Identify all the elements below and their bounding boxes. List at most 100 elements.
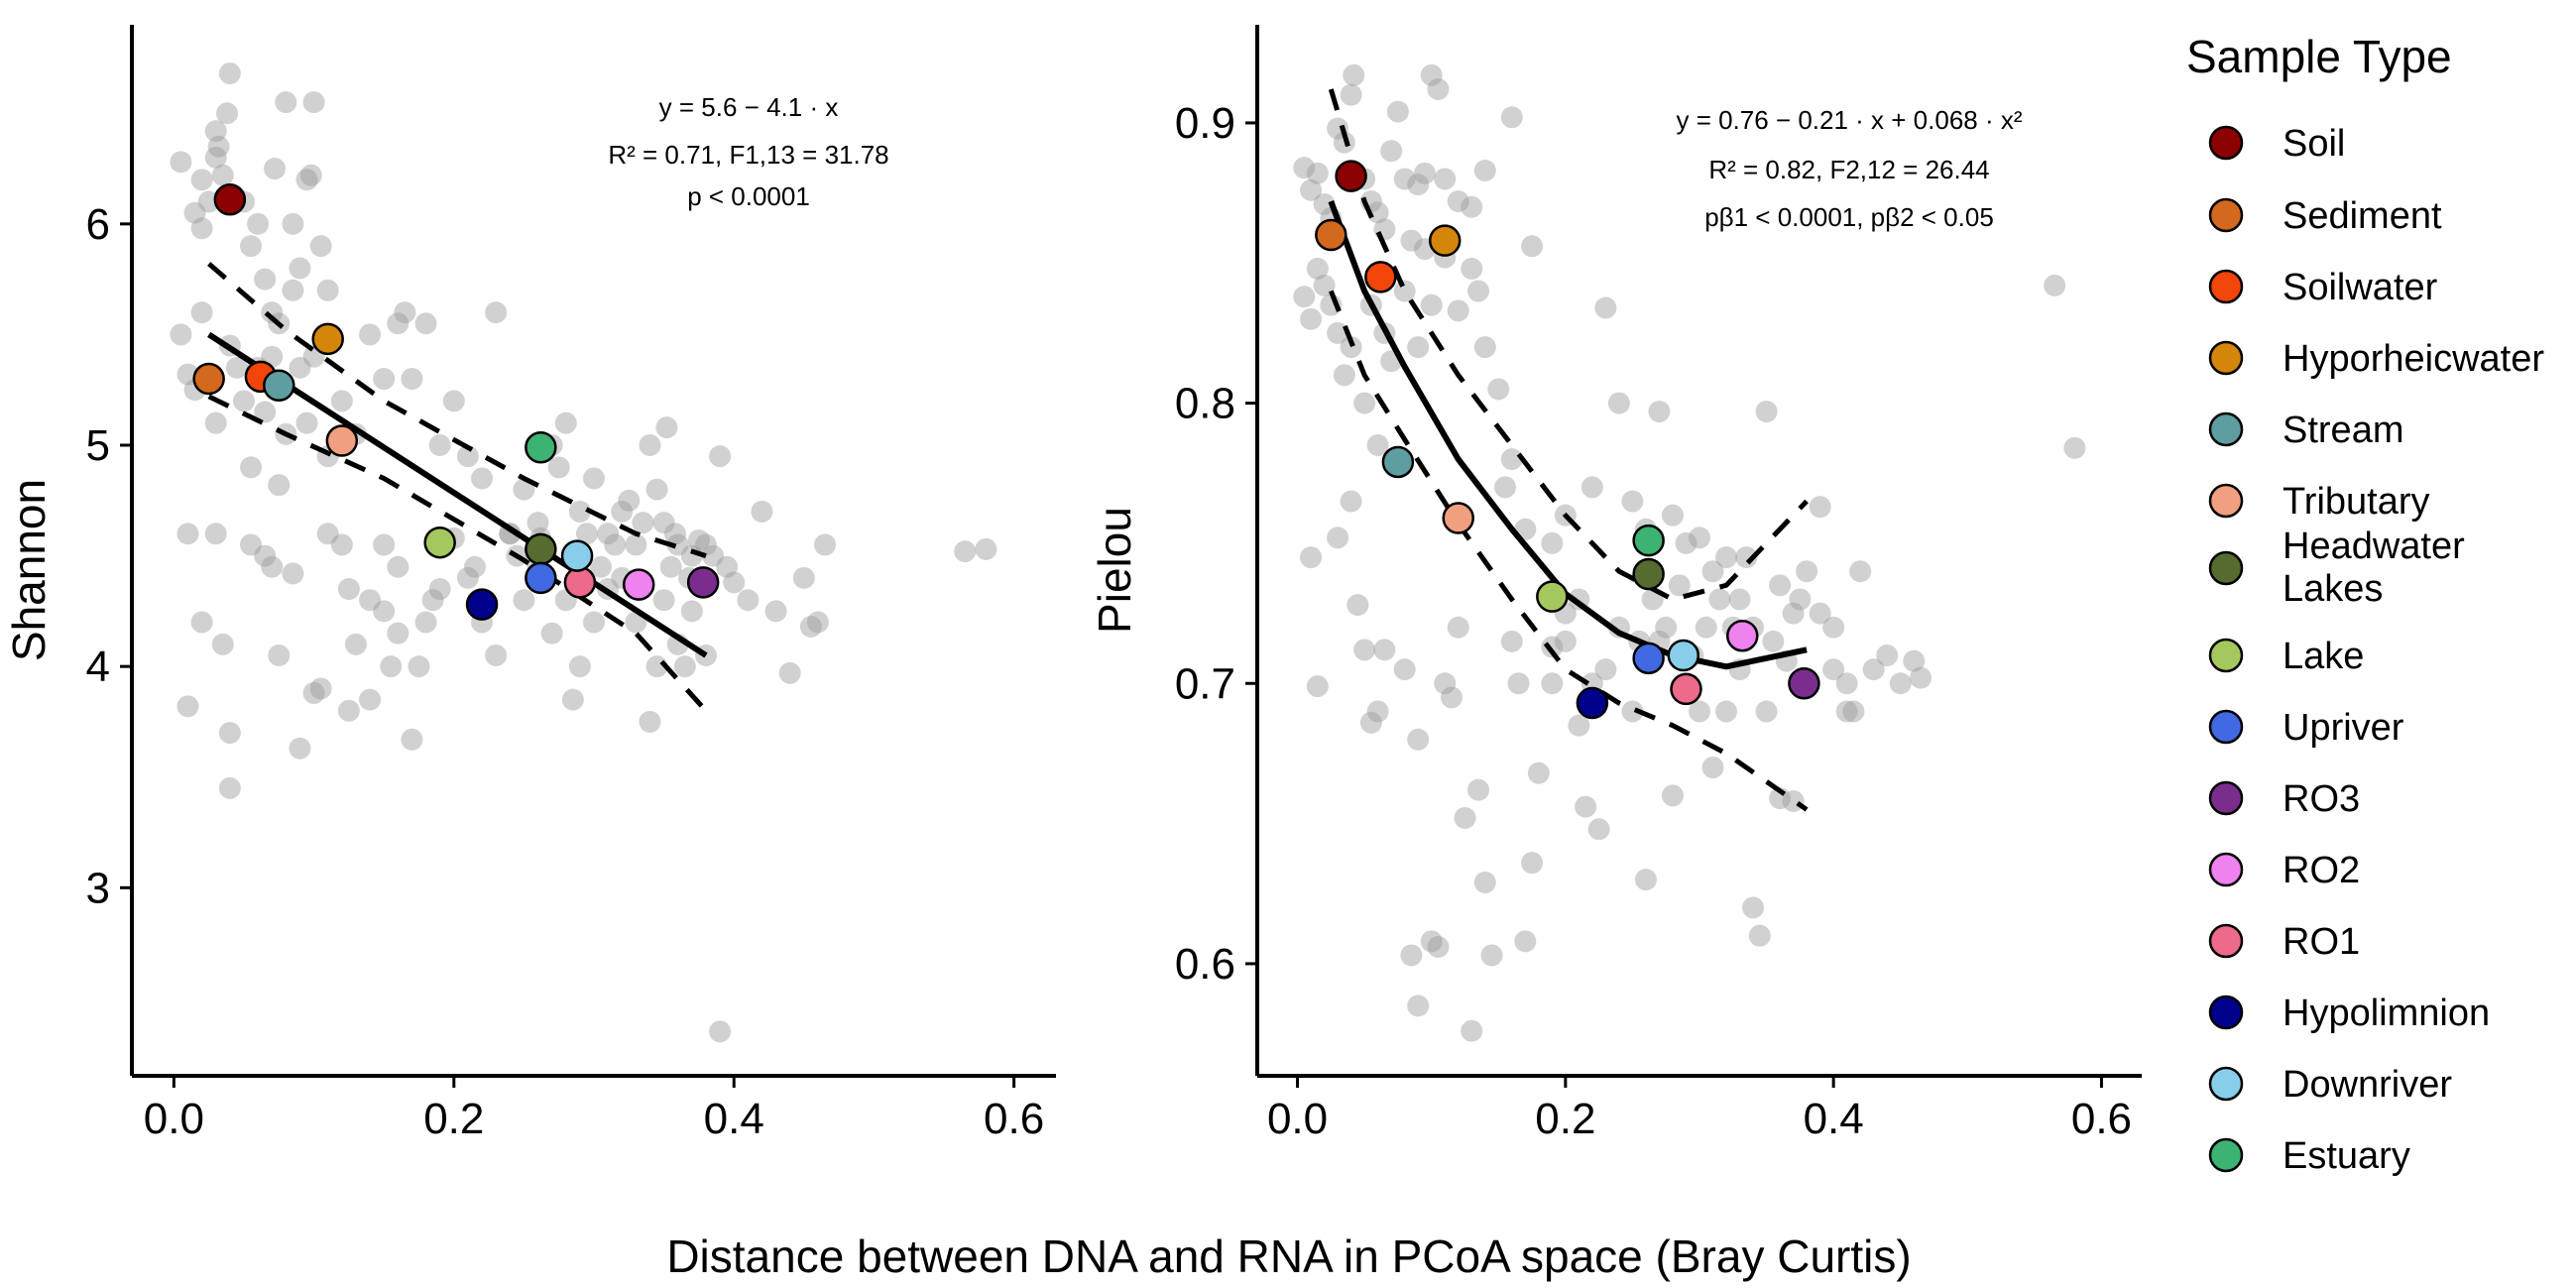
sample-point-hyporheicwater xyxy=(1428,224,1462,257)
sample-point-lake xyxy=(1536,580,1569,613)
background-point xyxy=(568,655,591,678)
legend-item: Upriver xyxy=(2208,707,2404,749)
background-point xyxy=(1675,531,1698,554)
background-point xyxy=(330,533,353,556)
legend-item: Soil xyxy=(2208,123,2345,165)
background-point xyxy=(1353,639,1376,661)
background-point xyxy=(337,578,360,601)
background-point xyxy=(1366,700,1389,723)
legend-item: Estuary xyxy=(2208,1135,2410,1177)
background-point xyxy=(1340,490,1362,513)
background-point xyxy=(1822,658,1845,681)
background-point xyxy=(737,589,760,612)
background-point xyxy=(1340,83,1362,106)
background-point xyxy=(1755,401,1778,423)
background-point xyxy=(1541,672,1564,695)
background-point xyxy=(337,699,360,722)
background-point xyxy=(709,445,732,468)
y-tick-label: 0.7 xyxy=(1175,659,1235,708)
y-axis-title: Pielou xyxy=(1089,507,1140,634)
sample-point-ro3 xyxy=(1788,667,1820,700)
sample-point-tributary xyxy=(325,424,359,457)
legend-label: RO2 xyxy=(2283,850,2360,891)
ci-upper-line xyxy=(1328,88,1809,603)
background-point xyxy=(1621,490,1644,513)
background-point xyxy=(639,434,661,456)
sample-point-hypolimnion xyxy=(465,588,499,621)
background-point xyxy=(218,722,241,745)
sample-point-ro2 xyxy=(622,568,655,601)
background-point xyxy=(652,589,675,612)
background-point xyxy=(421,589,444,612)
background-point xyxy=(1313,274,1336,296)
legend-item: Headwater Lakes xyxy=(2208,526,2465,610)
background-point xyxy=(1447,190,1469,213)
legend-label: Stream xyxy=(2283,410,2403,451)
background-point xyxy=(680,544,703,567)
background-point xyxy=(597,523,620,545)
legend-item: RO2 xyxy=(2208,850,2360,891)
equation-line1: y = 5.6 − 4.1 · x xyxy=(659,92,839,122)
background-point xyxy=(316,523,339,545)
legend-swatch xyxy=(2208,411,2244,447)
background-point xyxy=(170,151,192,174)
background-point xyxy=(309,235,332,258)
background-point xyxy=(207,135,230,158)
background-point xyxy=(1715,546,1738,569)
background-point xyxy=(1300,178,1323,201)
ci-lower-line xyxy=(207,394,708,713)
y-tick-label: 0.9 xyxy=(1175,99,1235,148)
background-point xyxy=(1500,106,1523,129)
sample-point-estuary xyxy=(525,430,557,464)
x-tick-label: 0.0 xyxy=(144,1095,204,1143)
background-point xyxy=(275,91,297,114)
background-point xyxy=(583,611,605,634)
sample-point-stream xyxy=(263,369,295,402)
legend-label: Hyporheicwater xyxy=(2283,338,2544,380)
background-point xyxy=(1393,658,1416,681)
background-point xyxy=(1541,636,1564,658)
background-point xyxy=(1427,935,1450,958)
background-point xyxy=(1500,630,1523,652)
background-point xyxy=(1400,944,1423,967)
background-point xyxy=(975,537,997,560)
background-point xyxy=(1822,616,1845,639)
legend-swatch xyxy=(2208,709,2244,745)
background-point xyxy=(218,776,241,799)
background-point xyxy=(359,688,382,711)
background-point xyxy=(1473,336,1496,359)
background-point xyxy=(316,279,339,301)
sample-point-headwater-lakes xyxy=(525,532,557,566)
background-point xyxy=(211,633,234,655)
background-point xyxy=(1300,546,1323,569)
y-tick-label: 0.8 xyxy=(1175,380,1235,428)
background-point xyxy=(373,600,396,623)
background-point xyxy=(1607,392,1630,414)
background-point xyxy=(1648,401,1671,423)
background-point xyxy=(639,710,661,733)
background-point xyxy=(1568,714,1590,737)
background-point xyxy=(645,478,668,501)
background-point xyxy=(1393,168,1416,190)
background-point xyxy=(190,217,213,240)
background-point xyxy=(778,661,801,684)
background-point xyxy=(1507,672,1530,695)
background-point xyxy=(723,571,746,594)
background-point xyxy=(216,102,239,125)
background-point xyxy=(1575,795,1597,818)
background-point xyxy=(204,120,227,143)
background-point xyxy=(218,62,241,85)
background-point xyxy=(1735,546,1758,569)
background-point xyxy=(1473,871,1496,893)
x-tick-label: 0.2 xyxy=(423,1095,484,1143)
background-point xyxy=(1621,700,1644,723)
background-point xyxy=(680,600,703,623)
background-point xyxy=(1407,728,1430,751)
legend-swatch xyxy=(2208,550,2244,586)
y-tick-label: 4 xyxy=(86,643,110,691)
sample-point-ro1 xyxy=(1670,672,1702,706)
equation-line2: R² = 0.82, F2,12 = 26.44 xyxy=(1708,155,1989,184)
background-point xyxy=(814,533,836,556)
background-point xyxy=(176,523,199,545)
background-point xyxy=(282,562,304,585)
